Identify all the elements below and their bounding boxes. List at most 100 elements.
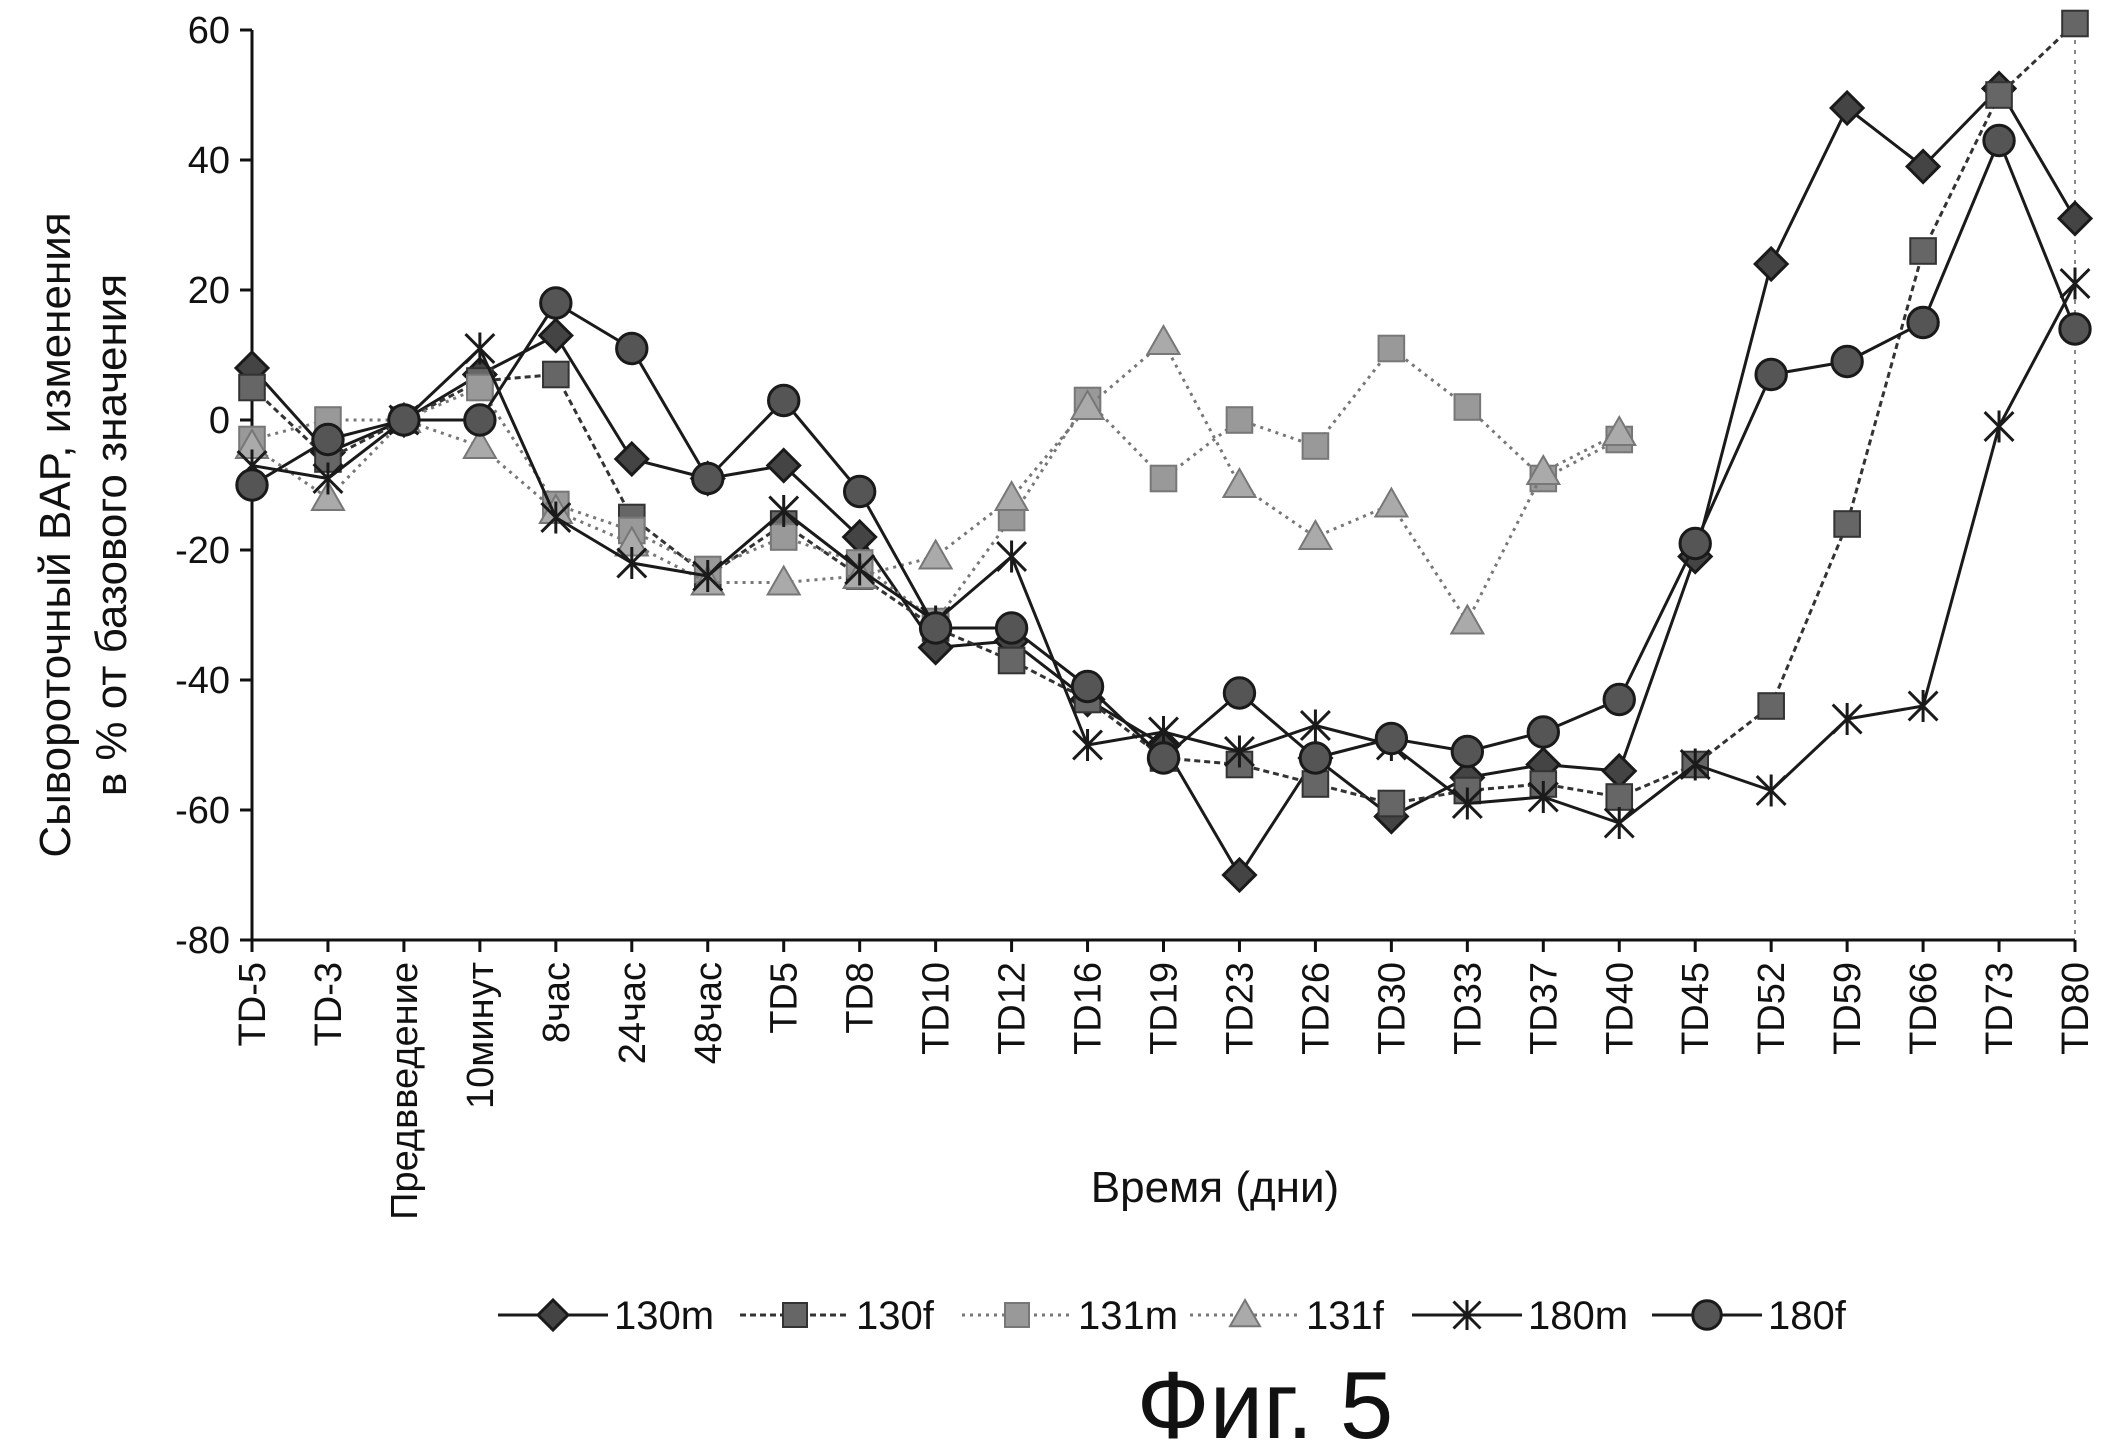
data-point [464,332,496,365]
data-point [1829,89,1866,127]
data-point [2058,312,2092,346]
x-tick-label: TD-5 [232,962,274,1046]
legend-marker [782,1302,808,1328]
data-point [1601,414,1637,446]
data-point [769,523,798,551]
legend-marker [1691,1299,1723,1331]
legend-label: 180f [1768,1294,1847,1338]
plot-area: 60 40 20 0 -20 -40 -60 -80 TD-5 TD-3 Предвведение… [175,9,2097,1220]
data-point [1149,464,1178,493]
data-point [1070,669,1105,704]
legend-label: 130m [614,1294,714,1338]
x-tick-label: TD19 [1144,962,1186,1055]
series-line [251,340,1620,623]
data-point [387,403,421,437]
data-point [844,553,876,586]
data-point [1830,344,1864,379]
y-tick-label: -20 [175,530,230,572]
data-point [765,447,802,484]
y-tick-label: 20 [188,270,230,312]
data-point [1755,774,1787,807]
data-point [842,474,877,509]
data-point [993,479,1030,511]
y-axis-title: Сывороточный BAP, изменения в % от базов… [31,212,136,857]
data-point [1983,410,2015,443]
data-point [1985,81,2013,109]
data-point [1906,305,1940,340]
y-tick-label: 40 [188,140,230,182]
data-point [1602,682,1636,717]
series-180f [235,123,2092,775]
x-tick-label: TD-3 [308,962,350,1046]
data-point [1072,729,1104,761]
x-tick-label: TD33 [1447,962,1489,1055]
series-layer [233,9,2094,894]
legend-label: 180m [1528,1294,1628,1338]
x-tick-label: TD59 [1827,962,1869,1055]
x-tick-label: TD16 [1068,962,1110,1055]
data-point [613,440,650,478]
x-tick-label: TD66 [1903,962,1945,1055]
data-point [1223,735,1255,768]
legend-item-130f: 130f [740,1294,935,1338]
x-tick-label: TD8 [840,962,882,1034]
y-tick-label: -60 [175,790,230,832]
data-point [1753,245,1790,283]
x-tick-label: TD40 [1599,962,1641,1055]
x-axis-title: Время (дни) [1091,1163,1339,1212]
x-tick-label: 24час [612,962,654,1064]
x-tick-label: TD52 [1751,962,1793,1055]
data-point [996,540,1028,573]
x-tick-label: TD73 [1979,962,2021,1055]
series-131m [238,334,1634,636]
x-tick-label: TD37 [1523,962,1565,1055]
x-tick-label: TD45 [1675,962,1717,1055]
x-tick-label: TD80 [2055,962,2097,1055]
data-point [1301,432,1330,460]
data-point [540,501,572,534]
x-tick-label: TD12 [992,962,1034,1055]
data-point [1451,787,1483,820]
data-point [1222,676,1257,710]
data-point [765,564,802,596]
data-point [1377,789,1406,818]
x-tick-label: 10минут [460,962,502,1109]
data-point [1909,237,1937,265]
figure-caption: Фиг. 5 [1137,1352,1394,1453]
data-point [238,373,266,402]
data-point [1757,692,1785,720]
y-ticks: 60 40 20 0 -20 -40 -60 -80 [175,10,252,962]
legend-item-130m: 130m [498,1294,714,1338]
data-point [1904,148,1942,185]
legend-item-131f: 131f [1190,1294,1385,1338]
data-point [2056,200,2094,237]
data-point [1527,781,1559,813]
data-point [2059,267,2091,300]
data-point [1145,323,1182,355]
data-point [1373,486,1410,518]
data-point [462,427,498,459]
data-point [311,422,345,457]
legend: 130m 130f 131m 131f 180m 180f [498,1294,1847,1338]
y-axis-title-line-1: Сывороточный BAP, изменения [31,212,80,857]
x-tick-label: TD23 [1219,962,1261,1055]
legend-marker [1004,1302,1030,1328]
y-axis-title-line-2: в % от базового значения [87,274,136,796]
y-tick-label: -40 [175,660,230,702]
legend-label: 131m [1078,1294,1178,1338]
data-point [235,468,269,502]
legend-marker [1452,1300,1482,1330]
legend-marker [1228,1297,1262,1328]
data-point [1221,856,1258,894]
data-point [1603,807,1635,839]
data-point [463,403,497,437]
data-point [1225,406,1254,434]
data-point [615,331,649,366]
data-point [2061,9,2089,38]
data-point [917,538,954,570]
x-tick-label: 48час [688,962,730,1064]
data-point [1833,510,1861,538]
series-131f [234,323,1637,635]
legend-item-131m: 131m [962,1294,1178,1338]
